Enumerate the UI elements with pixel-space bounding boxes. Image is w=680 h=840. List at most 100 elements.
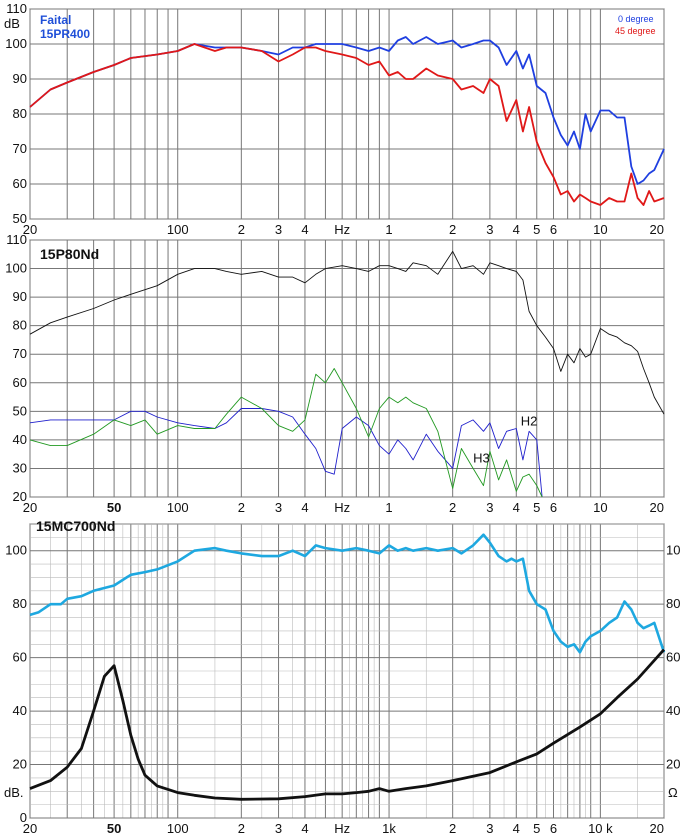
x-tick-label: 4: [513, 500, 520, 515]
h2-annotation: H2: [521, 414, 538, 429]
x-tick-label: 1: [385, 222, 392, 237]
x-tick-label: 3: [486, 821, 493, 836]
y-tick-label: 100: [5, 261, 27, 276]
x-tick-label: 6: [550, 222, 557, 237]
y-tick-label: 50: [13, 403, 27, 418]
y-tick-label: 50: [13, 211, 27, 226]
x-tick-label: 50: [107, 821, 121, 836]
panel2-title: 15P80Nd: [40, 246, 99, 262]
x-tick-label: 10: [593, 500, 607, 515]
x-tick-label: 20: [23, 821, 37, 836]
x-tick-label: 2: [449, 821, 456, 836]
y-tick-label-right: 80: [666, 596, 680, 611]
x-tick-label: 2: [238, 821, 245, 836]
x-tick-label: 6: [550, 500, 557, 515]
y-tick-label: 80: [13, 596, 27, 611]
y-tick-label-right: 60: [666, 650, 680, 665]
y-tick-label: 70: [13, 346, 27, 361]
legend-0-degree: 0 degree: [618, 14, 654, 24]
y-tick-label: 60: [13, 176, 27, 191]
panel1-grid: [29, 8, 665, 220]
panel1-y-axis-label: dB: [4, 16, 20, 31]
y-tick-label-right: 10: [666, 543, 680, 558]
x-tick-label: 5: [533, 500, 540, 515]
x-tick-label: 3: [486, 222, 493, 237]
y-tick-label: 100: [5, 36, 27, 51]
series-line-0: [29, 533, 666, 654]
x-tick-label: 4: [301, 222, 308, 237]
x-tick-label: 2: [449, 500, 456, 515]
y-tick-label-right: 20: [666, 757, 680, 772]
panel2-plot-area: [29, 239, 665, 498]
series-line-2: [29, 368, 543, 498]
x-tick-label: 3: [486, 500, 493, 515]
x-tick-label: 4: [513, 222, 520, 237]
y-tick-label: 0: [20, 810, 27, 825]
x-tick-label: 5: [533, 222, 540, 237]
x-tick-label: 2: [449, 222, 456, 237]
y-tick-label: 60: [13, 650, 27, 665]
panel3-y-axis-label-right: Ω: [668, 785, 678, 800]
y-tick-label: 40: [13, 432, 27, 447]
panel3-title: 15MC700Nd: [36, 518, 115, 534]
legend-45-degree: 45 degree: [615, 26, 656, 36]
panel1-title-line2: 15PR400: [40, 27, 90, 41]
y-tick-label: 20: [13, 757, 27, 772]
panel2-series: [29, 250, 665, 498]
series-line-1: [29, 648, 666, 801]
x-tick-label: 2: [238, 500, 245, 515]
panel3-y-axis-label: dB.: [4, 785, 24, 800]
x-tick-label: 100: [167, 222, 189, 237]
x-tick-label: 100: [167, 500, 189, 515]
x-tick-label: 20: [23, 222, 37, 237]
x-tick-label: Hz: [334, 222, 350, 237]
h3-annotation: H3: [473, 451, 490, 466]
y-tick-label: 100: [5, 543, 27, 558]
y-tick-label: 20: [13, 489, 27, 504]
series-line-1: [29, 408, 543, 498]
x-tick-label: 50: [107, 500, 121, 515]
x-tick-label: 6: [550, 821, 557, 836]
y-tick-label: 80: [13, 106, 27, 121]
y-tick-label: 70: [13, 141, 27, 156]
x-tick-label: 4: [301, 500, 308, 515]
panel1-title-line1: Faital: [40, 13, 71, 27]
x-tick-label: Hz: [334, 821, 350, 836]
y-tick-label: 30: [13, 460, 27, 475]
series-line-0: [29, 250, 665, 415]
series-line-1: [29, 43, 665, 206]
x-tick-label: 4: [513, 821, 520, 836]
y-tick-label: 40: [13, 703, 27, 718]
panel3-series: [29, 533, 666, 801]
y-tick-label: 90: [13, 289, 27, 304]
x-tick-label: 3: [275, 222, 282, 237]
y-tick-label: 110: [6, 1, 27, 16]
x-tick-label: Hz: [334, 500, 350, 515]
x-tick-label: 10: [593, 222, 607, 237]
y-tick-label-right: 40: [666, 703, 680, 718]
y-tick-label: 60: [13, 375, 27, 390]
x-tick-label: 3: [275, 821, 282, 836]
x-tick-label: 20: [650, 222, 664, 237]
y-tick-label: 90: [13, 71, 27, 86]
y-tick-label: 110: [6, 232, 27, 247]
x-tick-label: 5: [533, 821, 540, 836]
series-line-0: [29, 36, 665, 185]
x-tick-label: 1: [385, 500, 392, 515]
x-tick-label: 2: [238, 222, 245, 237]
x-tick-label: 10 k: [588, 821, 613, 836]
x-tick-label: 3: [275, 500, 282, 515]
y-tick-label: 80: [13, 318, 27, 333]
x-tick-label: 20: [23, 500, 37, 515]
x-tick-label: 1k: [382, 821, 396, 836]
x-tick-label: 100: [167, 821, 189, 836]
x-tick-label: 20: [650, 500, 664, 515]
panel1-series: [29, 36, 665, 206]
